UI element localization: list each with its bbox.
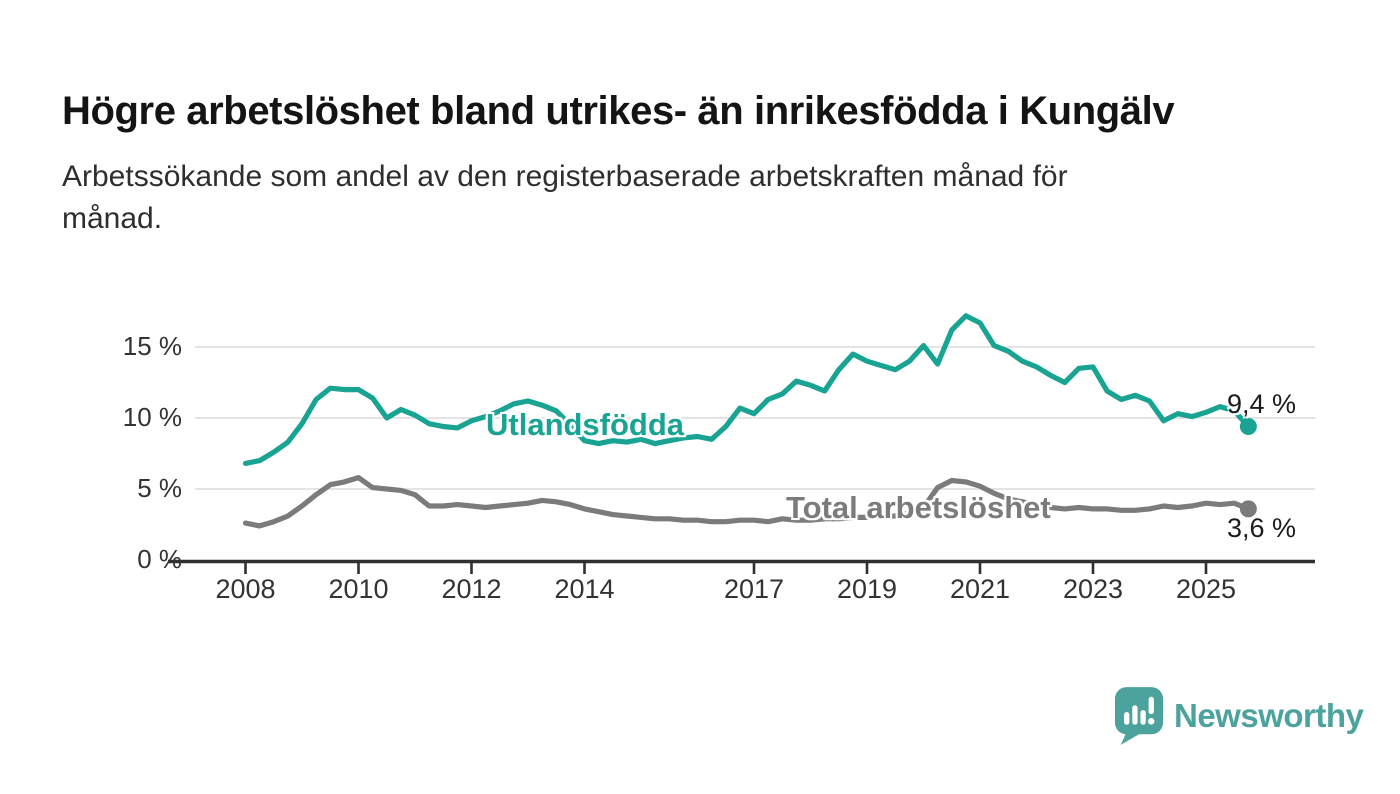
subtitle-line-2: månad.	[62, 202, 163, 235]
y-axis-tick-label: 15 %	[122, 331, 182, 361]
y-axis-tick-label: 5 %	[137, 473, 182, 503]
y-axis-tick-label: 0 %	[137, 544, 182, 574]
x-axis-tick-label: 2019	[836, 574, 898, 604]
x-axis-tick-label: 2008	[215, 574, 276, 604]
chart-subtitle: Arbetssökande som andel av den registerb…	[62, 156, 1302, 240]
x-axis-tick-label: 2017	[723, 574, 785, 604]
subtitle-line-1: Arbetssökande som andel av den registerb…	[62, 160, 1068, 193]
y-axis-tick-label: 10 %	[122, 402, 182, 432]
newsworthy-logo: Newsworthy	[1114, 685, 1364, 747]
x-axis-tick-label: 2014	[554, 574, 615, 604]
end-value-label-total: 3,6 %	[1227, 513, 1297, 543]
x-axis-tick-label: 2010	[328, 574, 389, 604]
x-axis-tick-label: 2023	[1062, 574, 1124, 604]
page-title: Högre arbetslöshet bland utrikes- än inr…	[62, 88, 1175, 133]
x-axis-tick-label: 2012	[441, 574, 502, 604]
series-label-utlandsfodda: Utlandsfödda	[486, 407, 685, 442]
brand-name: Newsworthy	[1174, 697, 1364, 734]
end-value-label-utlandsfodda: 9,4 %	[1227, 389, 1297, 419]
newsworthy-bubble-chart-icon	[1114, 687, 1164, 745]
x-axis-tick-label: 2021	[949, 574, 1011, 604]
series-label-total-arbetsloshet: Total arbetslöshet	[786, 490, 1051, 525]
x-axis-tick-label: 2025	[1175, 574, 1237, 604]
